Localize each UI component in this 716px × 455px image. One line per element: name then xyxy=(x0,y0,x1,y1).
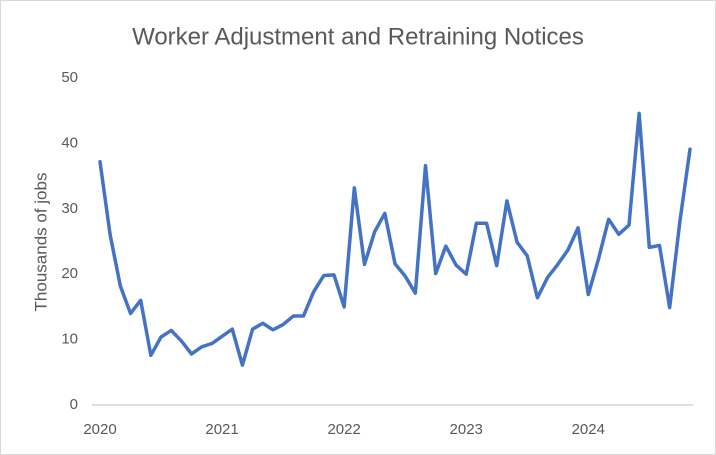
chart-title: Worker Adjustment and Retraining Notices xyxy=(132,23,584,50)
y-axis-label: Thousands of jobs xyxy=(31,173,50,312)
x-tick-label: 2020 xyxy=(83,421,116,438)
x-tick-label: 2022 xyxy=(327,421,360,438)
y-tick-label: 20 xyxy=(61,265,78,282)
y-tick-label: 50 xyxy=(61,69,78,86)
y-tick-label: 30 xyxy=(61,200,78,217)
y-tick-label: 40 xyxy=(61,134,78,151)
y-tick-label: 0 xyxy=(70,396,78,413)
data-line xyxy=(98,111,692,367)
y-tick-label: 10 xyxy=(61,331,78,348)
x-tick-label: 2024 xyxy=(572,421,605,438)
x-tick-label: 2023 xyxy=(450,421,483,438)
x-tick-label: 2021 xyxy=(205,421,238,438)
